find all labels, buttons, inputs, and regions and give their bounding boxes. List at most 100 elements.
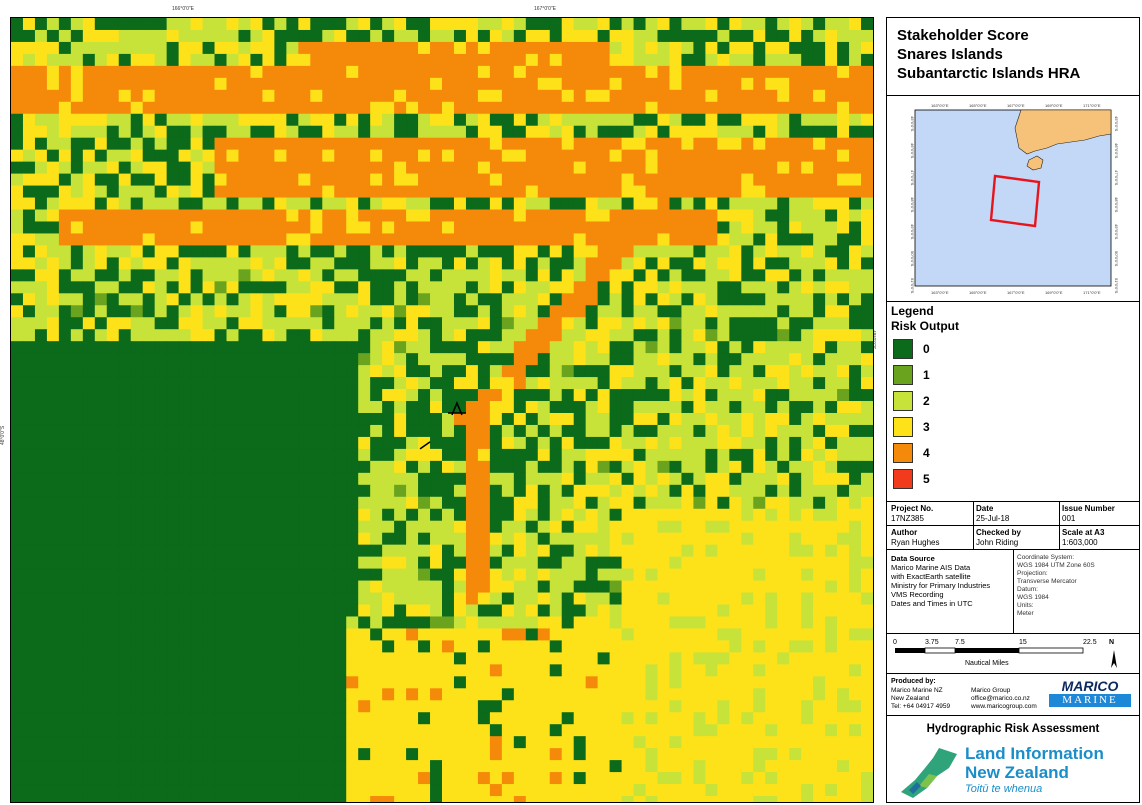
marico-logo: MARICO MARINE [1049,679,1131,707]
inset-left-tick: 49°0'0"S [910,224,915,240]
coord-line: WGS 1984 UTM Zone 60S [1017,562,1095,569]
legend-label: 4 [923,446,930,460]
track-line [419,441,431,450]
inset-right-tick: 50°0'0"S [1114,251,1119,267]
issue-cell: Issue Number 001 [1062,504,1115,523]
risk-grid-map[interactable] [10,17,874,803]
date-cell: Date 25-Jul-18 [976,504,1010,523]
legend: Legend Risk Output 0 1 2 3 4 5 [887,302,1139,502]
footer-block: Hydrographic Risk Assessment Land Inform… [887,716,1139,804]
inset-top-tick: 167°0'0"E [1007,103,1025,108]
author-cell: Author Ryan Hughes [891,528,940,547]
checked-cell: Checked by John Riding [976,528,1021,547]
hra-title: Hydrographic Risk Assessment [926,723,1100,735]
inset-bottom-tick: 167°0'0"E [1007,290,1025,295]
legend-item-4: 4 [893,442,930,464]
inset-right-tick: 49°0'0"S [1114,224,1119,240]
legend-item-2: 2 [893,390,930,412]
legend-label: 1 [923,368,930,382]
coord-line: Meter [1017,610,1034,617]
legend-item-5: 5 [893,468,930,490]
locator-map[interactable]: 163°0'0"E 165°0'0"E 167°0'0"E 169°0'0"E 171°… [887,96,1139,302]
inset-bottom-tick: 165°0'0"E [969,290,987,295]
legend-swatch [893,391,913,411]
data-source-line: VMS Recording [891,590,944,599]
legend-item-0: 0 [893,338,930,360]
legend-swatch [893,339,913,359]
scale-tick-0: 0 [893,639,897,646]
legend-swatch [893,469,913,489]
coordinate-system-text: Coordinate System: WGS 1984 UTM Zone 60S P… [1017,554,1095,618]
inset-left-tick: 47°0'0"S [910,170,915,186]
data-source-line: with ExactEarth satellite [891,572,971,581]
map-title-line-3: Subantarctic Islands HRA [897,65,1081,82]
scale-unit: Nautical Miles [965,660,1009,667]
scale-bar-block: 0 3.75 7.5 15 22.5 N Nautical Miles [887,634,1139,674]
study-area-frame [989,174,1041,228]
inset-left-tick: 45°0'0"S [910,116,915,132]
scale-cell: Scale at A3 1:603,000 [1062,528,1105,547]
inset-top-tick: 171°0'0"E [1083,103,1101,108]
produced-col-1: Marico Marine NZ New Zealand Tel: +64 0491… [891,687,951,710]
coord-line: Transverse Mercator [1017,578,1077,585]
coord-line: WGS 1984 [1017,594,1049,601]
inset-left-tick: 48°0'0"S [910,197,915,213]
title-block: Stakeholder Score Snares Islands Subanta… [887,18,1139,96]
data-source-text: Data Source Marico Marine AIS Data with E… [891,554,991,608]
map-top-tick-2: 167°0'0"E [534,6,556,12]
inset-left-tick: 51°0'0"S [910,278,915,294]
project-no-cell: Project No. 17NZ385 [891,504,934,523]
map-title-line-2: Snares Islands [897,46,1003,63]
legend-label: 0 [923,342,930,356]
inset-land-south-island [1014,109,1112,155]
data-source-line: Ministry for Primary Industries [891,581,991,590]
coord-line: Datum: [1017,586,1038,593]
coord-line: Units: [1017,602,1034,609]
inset-left-tick: 46°0'0"S [910,143,915,159]
data-source-line: Marico Marine AIS Data [891,563,971,572]
legend-title: Legend [891,304,934,318]
locator-inset: 163°0'0"E 165°0'0"E 167°0'0"E 169°0'0"E 171°… [887,96,1139,302]
legend-label: 3 [923,420,930,434]
produced-col-2: Marico Group office@marico.co.nz www.maric… [971,687,1037,710]
inset-right-tick: 51°0'0"S [1114,278,1119,294]
map-frame: 166°0'0"E 167°0'0"E 48°0'0"S 48°0'0"S [0,6,876,803]
inset-left-tick: 50°0'0"S [910,251,915,267]
scale-tick-4: 22.5 [1083,639,1097,646]
inset-right-tick: 48°0'0"S [1114,197,1119,213]
scale-tick-2: 7.5 [955,639,965,646]
inset-top-tick: 163°0'0"E [931,103,949,108]
side-panel: Stakeholder Score Snares Islands Subanta… [886,17,1140,803]
map-left-tick: 48°0'0"S [0,425,6,445]
data-source-block: Data Source Marico Marine AIS Data with E… [887,550,1139,634]
scale-tick-3: 15 [1019,639,1027,646]
produced-by-block: Produced by: Marico Marine NZ New Zealand… [887,674,1139,716]
metadata-table: Project No. 17NZ385 Date 25-Jul-18 Issue N… [887,502,1139,550]
map-top-tick-1: 166°0'0"E [172,6,194,12]
legend-label: 2 [923,394,930,408]
island-marker-icon [447,400,466,416]
linz-logo-icon [901,748,957,798]
map-title-line-1: Stakeholder Score [897,27,1029,44]
inset-bottom-tick: 171°0'0"E [1083,290,1101,295]
north-label: N [1109,639,1114,646]
inset-right-tick: 46°0'0"S [1114,143,1119,159]
legend-swatch [893,417,913,437]
inset-top-tick: 169°0'0"E [1045,103,1063,108]
inset-right-tick: 47°0'0"S [1114,170,1119,186]
legend-item-1: 1 [893,364,930,386]
linz-name: Land Information New Zealand [965,744,1104,782]
north-arrow-icon [1111,650,1117,668]
linz-tagline: Toitū te whenua [965,783,1043,795]
inset-bottom-tick: 169°0'0"E [1045,290,1063,295]
inset-land-stewart-island [1026,155,1044,171]
scale-tick-1: 3.75 [925,639,939,646]
data-source-line: Dates and Times in UTC [891,599,973,608]
coord-line: Projection: [1017,570,1048,577]
legend-swatch [893,443,913,463]
legend-swatch [893,365,913,385]
produced-heading: Produced by: [891,678,936,685]
scale-bar: 0 3.75 7.5 15 22.5 N Nautical Miles [893,639,1117,668]
coord-line: Coordinate System: [1017,554,1075,561]
inset-top-tick: 165°0'0"E [969,103,987,108]
